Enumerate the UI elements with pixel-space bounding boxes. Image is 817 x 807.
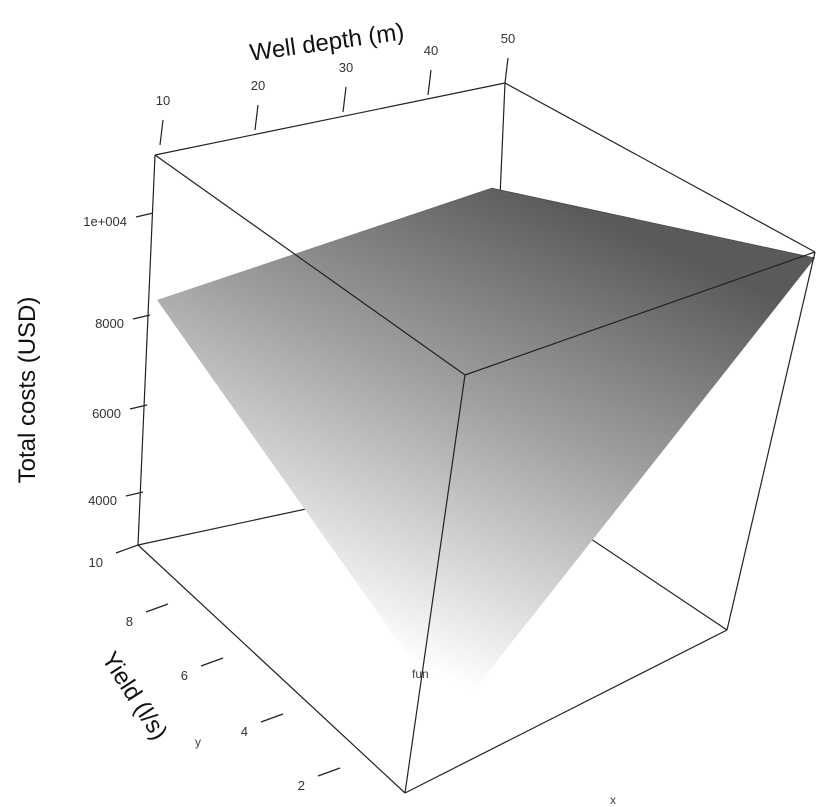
z-tick [132, 314, 151, 320]
box-edge [404, 629, 728, 794]
x-axis-title: Well depth (m) [248, 18, 406, 66]
y-tick [115, 544, 139, 554]
y-tick [260, 713, 284, 723]
box-edge [137, 154, 156, 546]
z-tick [129, 404, 148, 410]
y-tick [317, 767, 341, 777]
x-tick [427, 69, 432, 96]
box-front-edges [137, 154, 816, 794]
x-tick-label: 40 [424, 43, 438, 58]
y-tick-label: 2 [298, 778, 305, 793]
axis-ticks [115, 57, 509, 777]
box-edge [464, 251, 816, 376]
y-tick-label: 8 [126, 614, 133, 629]
y-tick [145, 603, 169, 613]
box-edge [726, 251, 816, 631]
y-letter-label: y [195, 735, 201, 749]
axis-tick-labels: 10 20 30 40 50 4000 6000 8000 1e+004 2 4 6 8 10 [83, 31, 515, 793]
x-tick-label: 30 [339, 60, 353, 75]
y-axis-title: Yield (l/s) [96, 647, 173, 745]
box-edge [504, 82, 816, 253]
box-edge [404, 374, 466, 794]
z-tick-label: 8000 [95, 316, 124, 331]
y-tick [200, 657, 224, 667]
y-tick-label: 4 [241, 724, 248, 739]
z-axis-title: Total costs (USD) [14, 297, 41, 484]
x-tick [159, 119, 164, 146]
z-tick-label: 6000 [92, 406, 121, 421]
x-tick [254, 104, 259, 131]
x-tick [504, 57, 509, 84]
x-tick-label: 50 [501, 31, 515, 46]
z-tick-label: 4000 [88, 493, 117, 508]
x-tick-label: 20 [251, 78, 265, 93]
box-edge [154, 154, 466, 376]
x-tick-label: 10 [156, 93, 170, 108]
z-tick-label: 1e+004 [83, 214, 127, 229]
y-tick-label: 10 [89, 555, 103, 570]
box-edge [154, 82, 506, 156]
x-tick [342, 86, 347, 113]
cost-surface [157, 188, 815, 718]
y-tick-label: 6 [181, 668, 188, 683]
surface-edge [490, 187, 816, 259]
fun-label: fun [412, 667, 429, 681]
box-edge [137, 544, 406, 794]
z-tick [125, 491, 144, 497]
x-letter-label: x [610, 793, 616, 807]
z-tick [135, 212, 154, 218]
